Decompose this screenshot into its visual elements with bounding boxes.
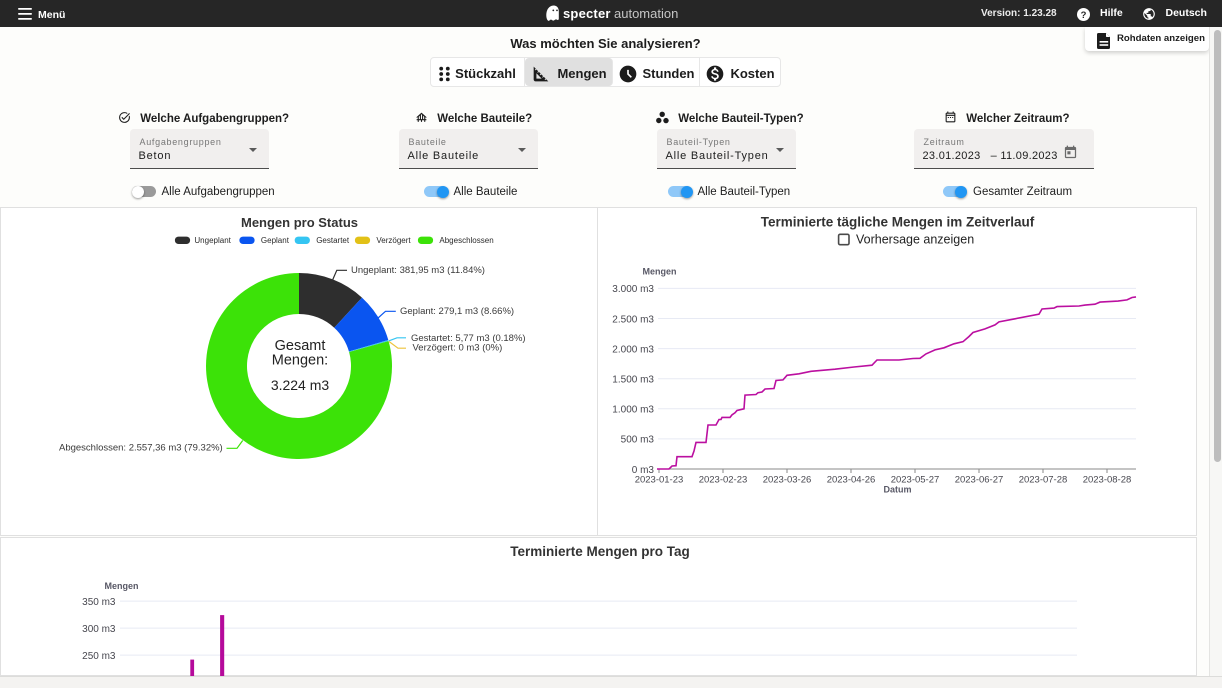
svg-text:500 m3: 500 m3 [621, 435, 655, 446]
svg-text:Vorhersage anzeigen: Vorhersage anzeigen [856, 232, 974, 246]
svg-text:3.224 m3: 3.224 m3 [271, 377, 330, 393]
svg-text:automation: automation [614, 6, 678, 21]
svg-text:2023-07-28: 2023-07-28 [1019, 474, 1068, 485]
svg-text:3.000 m3: 3.000 m3 [612, 284, 654, 295]
svg-text:Gestartet: Gestartet [316, 236, 350, 245]
svg-text:Ungeplant: Ungeplant [194, 236, 231, 245]
svg-text:Ungeplant: 381,95 m3 (11.84%): Ungeplant: 381,95 m3 (11.84%) [351, 265, 485, 276]
svg-text:2.500 m3: 2.500 m3 [612, 314, 654, 325]
svg-text:2023-06-27: 2023-06-27 [955, 474, 1004, 485]
svg-text:Abgeschlossen: Abgeschlossen [439, 236, 493, 245]
svg-text:350 m3: 350 m3 [82, 596, 116, 607]
svg-text:Geplant: Geplant [261, 236, 290, 245]
svg-text:1.500 m3: 1.500 m3 [612, 375, 654, 386]
svg-text:300 m3: 300 m3 [82, 623, 116, 634]
svg-text:Mengen: Mengen [643, 266, 677, 276]
svg-text:Terminierte Mengen pro Tag: Terminierte Mengen pro Tag [510, 544, 690, 559]
svg-text:250 m3: 250 m3 [82, 650, 116, 661]
svg-text:Mengen:: Mengen: [272, 353, 328, 369]
svg-text:specter: specter [563, 6, 611, 21]
svg-text:2023-04-26: 2023-04-26 [827, 474, 876, 485]
svg-text:Abgeschlossen: 2.557,36 m3 (79: Abgeschlossen: 2.557,36 m3 (79.32%) [59, 443, 223, 454]
svg-text:2023-08-28: 2023-08-28 [1083, 474, 1132, 485]
svg-text:2023-05-27: 2023-05-27 [891, 474, 940, 485]
svg-text:Verzögert: 0 m3 (0%): Verzögert: 0 m3 (0%) [413, 343, 503, 354]
svg-text:2023-01-23: 2023-01-23 [635, 474, 684, 485]
svg-text:Gesamt: Gesamt [275, 338, 326, 354]
svg-text:0 m3: 0 m3 [632, 465, 655, 476]
svg-text:?: ? [1081, 10, 1087, 21]
svg-text:1.000 m3: 1.000 m3 [612, 405, 654, 416]
svg-text:Gestartet: 5,77 m3 (0.18%): Gestartet: 5,77 m3 (0.18%) [411, 333, 526, 344]
svg-text:Verzögert: Verzögert [376, 236, 411, 245]
svg-text:Terminierte tägliche Mengen im: Terminierte tägliche Mengen im Zeitverla… [761, 215, 1035, 230]
svg-text:2023-02-23: 2023-02-23 [699, 474, 748, 485]
svg-text:Datum: Datum [883, 484, 911, 494]
svg-text:Mengen pro Status: Mengen pro Status [241, 215, 358, 230]
svg-text:2023-03-26: 2023-03-26 [763, 474, 812, 485]
svg-text:Mengen: Mengen [105, 581, 139, 591]
svg-text:Geplant: 279,1 m3 (8.66%): Geplant: 279,1 m3 (8.66%) [400, 306, 514, 317]
svg-text:2.000 m3: 2.000 m3 [612, 344, 654, 355]
